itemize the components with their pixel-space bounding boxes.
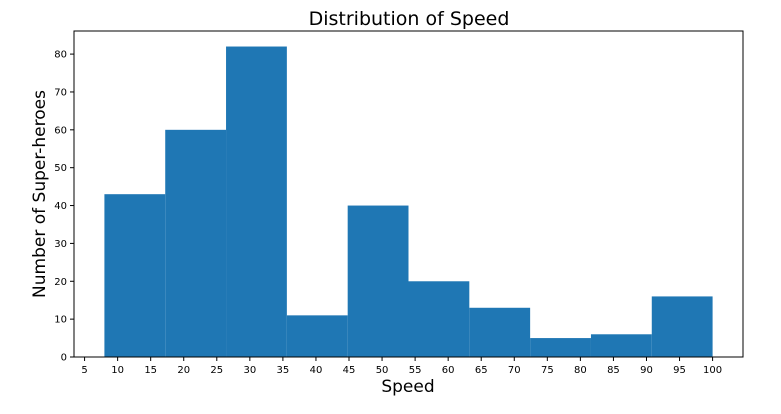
x-tick-label: 35 — [277, 365, 290, 376]
y-tick-label: 70 — [54, 87, 67, 98]
histogram-bar-6 — [408, 281, 470, 357]
x-tick-label: 15 — [144, 365, 157, 376]
x-tick-label: 95 — [673, 365, 686, 376]
y-axis-label: Number of Super-heroes — [30, 90, 50, 298]
y-tick-label: 20 — [54, 277, 67, 288]
x-tick-label: 60 — [442, 365, 455, 376]
histogram-bar-5 — [347, 205, 409, 357]
histogram-bar-8 — [530, 338, 591, 357]
y-tick-label: 10 — [54, 315, 67, 326]
x-tick-label: 70 — [508, 365, 521, 376]
y-tick-label: 60 — [54, 125, 67, 136]
histogram-bar-10 — [651, 296, 713, 357]
x-tick-label: 40 — [310, 365, 323, 376]
histogram-bar-4 — [286, 315, 348, 357]
histogram-bar-1 — [104, 194, 166, 357]
histogram-bar-7 — [469, 307, 531, 357]
plot-frame — [73, 30, 744, 358]
y-tick-label: 50 — [54, 163, 67, 174]
y-tick-label: 40 — [54, 201, 67, 212]
x-tick-label: 100 — [703, 365, 722, 376]
x-tick-label: 55 — [409, 365, 422, 376]
x-tick-label: 90 — [640, 365, 653, 376]
x-axis: 5 10 15 20 25 30 35 40 45 50 55 60 65 70 75 80 85 90 95 100 — [81, 357, 722, 376]
x-axis-label: Speed — [381, 377, 434, 397]
y-tick-label: 80 — [54, 50, 67, 61]
y-axis: 0 10 20 30 40 50 60 70 80 — [54, 50, 74, 364]
x-tick-label: 50 — [376, 365, 389, 376]
x-tick-label: 45 — [343, 365, 356, 376]
x-tick-label: 10 — [111, 365, 124, 376]
x-tick-label: 5 — [81, 365, 87, 376]
x-tick-label: 80 — [574, 365, 587, 376]
x-tick-label: 85 — [607, 365, 620, 376]
y-tick-label: 0 — [61, 353, 67, 364]
x-tick-label: 20 — [177, 365, 190, 376]
histogram-bar-3 — [226, 46, 287, 358]
x-tick-label: 30 — [243, 365, 256, 376]
histogram-bar-2 — [165, 129, 227, 357]
chart-title: Distribution of Speed — [309, 8, 510, 30]
bars-group — [104, 46, 713, 358]
histogram-bar-9 — [590, 334, 652, 357]
y-tick-label: 30 — [54, 239, 67, 250]
x-tick-label: 25 — [210, 365, 223, 376]
x-tick-label: 65 — [475, 365, 488, 376]
x-tick-label: 75 — [541, 365, 554, 376]
